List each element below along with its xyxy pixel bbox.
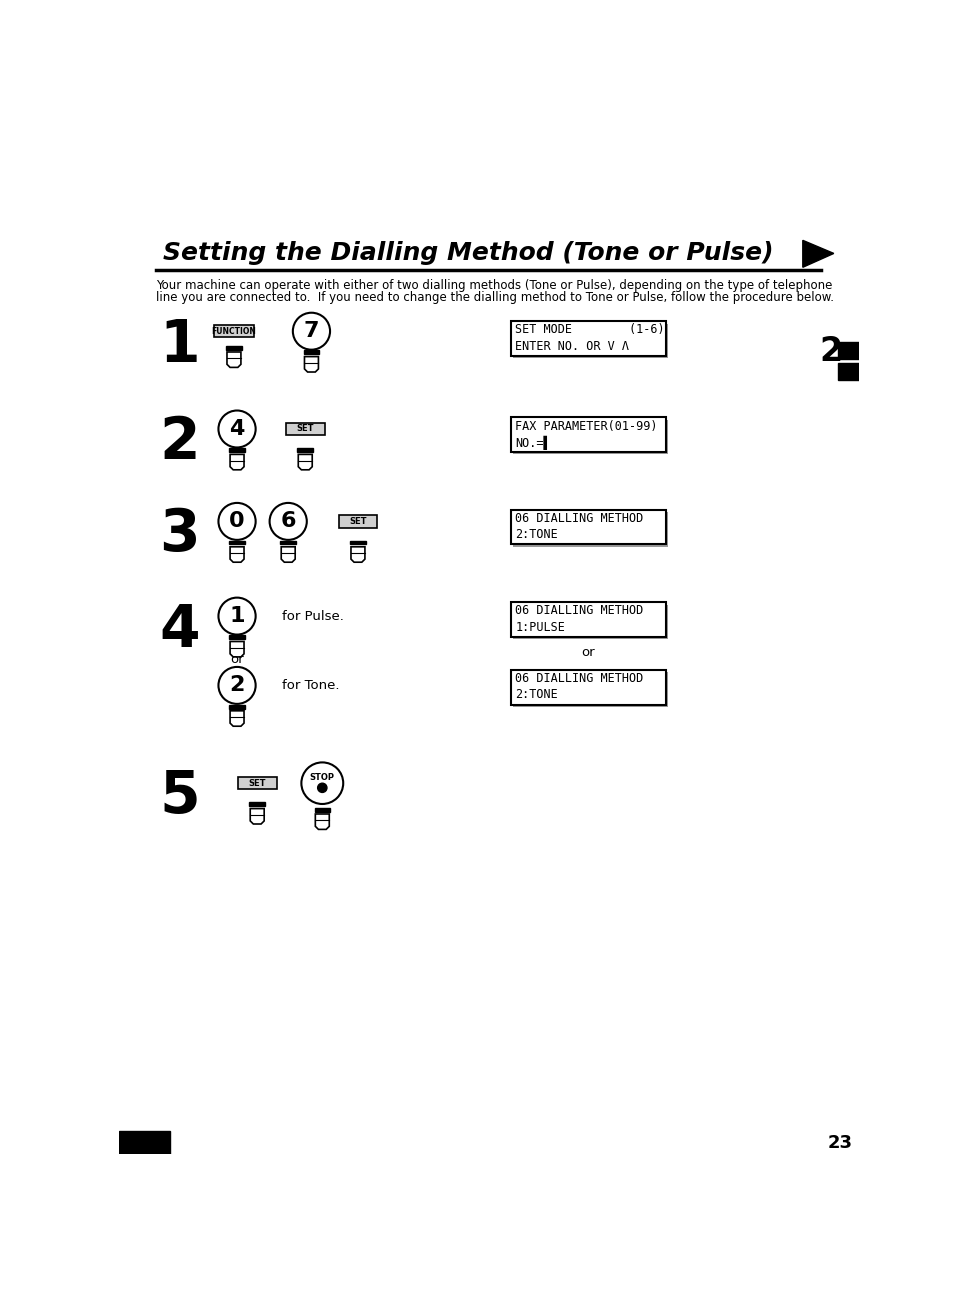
- Text: or: or: [230, 654, 244, 667]
- Bar: [229, 541, 245, 545]
- Text: 2:TONE: 2:TONE: [515, 528, 558, 541]
- Bar: [303, 350, 319, 354]
- Bar: [510, 671, 665, 704]
- Text: Setting the Dialling Method (Tone or Pulse): Setting the Dialling Method (Tone or Pul…: [163, 241, 773, 266]
- Text: SET: SET: [248, 778, 266, 787]
- Bar: [510, 322, 665, 355]
- Bar: [510, 602, 665, 637]
- Bar: [297, 449, 313, 453]
- Text: 0: 0: [229, 511, 245, 532]
- Text: 6: 6: [280, 511, 295, 532]
- Bar: [513, 604, 667, 639]
- Bar: [510, 510, 665, 545]
- Bar: [513, 420, 667, 454]
- Text: FUNCTION: FUNCTION: [212, 327, 256, 336]
- Bar: [213, 326, 253, 337]
- Bar: [338, 515, 377, 528]
- Bar: [510, 418, 665, 453]
- Text: 2:TONE: 2:TONE: [515, 689, 558, 702]
- Text: 2: 2: [159, 414, 200, 471]
- Text: NO.=▌: NO.=▌: [515, 436, 550, 450]
- Bar: [513, 512, 667, 547]
- Circle shape: [317, 783, 327, 792]
- Bar: [229, 704, 245, 708]
- Text: SET: SET: [349, 518, 366, 525]
- Bar: [314, 808, 330, 812]
- Text: for Pulse.: for Pulse.: [282, 610, 343, 623]
- Bar: [513, 672, 667, 707]
- Text: ENTER NO. OR V Λ: ENTER NO. OR V Λ: [515, 340, 629, 353]
- Bar: [237, 777, 276, 790]
- Text: FAX PARAMETER(01-99): FAX PARAMETER(01-99): [515, 420, 657, 433]
- Text: 2: 2: [229, 676, 245, 695]
- Text: 4: 4: [159, 602, 200, 659]
- Bar: [229, 636, 245, 639]
- Text: 06 DIALLING METHOD: 06 DIALLING METHOD: [515, 604, 643, 617]
- Text: 7: 7: [303, 322, 319, 341]
- Text: 2: 2: [819, 335, 841, 368]
- Text: SET: SET: [296, 424, 314, 433]
- Polygon shape: [802, 240, 833, 267]
- Bar: [119, 1131, 170, 1154]
- Text: 06 DIALLING METHOD: 06 DIALLING METHOD: [515, 512, 643, 525]
- Bar: [513, 323, 667, 358]
- Bar: [229, 449, 245, 453]
- Text: Your machine can operate with either of two dialling methods (Tone or Pulse), de: Your machine can operate with either of …: [155, 279, 831, 292]
- Bar: [249, 803, 265, 807]
- Bar: [837, 363, 858, 380]
- Text: 1: 1: [229, 606, 245, 626]
- Text: 4: 4: [229, 419, 245, 438]
- Bar: [837, 342, 858, 359]
- Text: for Tone.: for Tone.: [282, 678, 339, 691]
- Text: 1: 1: [159, 318, 200, 375]
- Bar: [286, 423, 324, 436]
- Bar: [226, 346, 241, 350]
- Text: 5: 5: [159, 768, 200, 825]
- Text: 3: 3: [159, 506, 200, 563]
- Text: 06 DIALLING METHOD: 06 DIALLING METHOD: [515, 672, 643, 685]
- Text: line you are connected to.  If you need to change the dialling method to Tone or: line you are connected to. If you need t…: [155, 291, 833, 305]
- Text: 23: 23: [826, 1134, 852, 1152]
- Bar: [350, 541, 365, 545]
- Text: SET MODE        (1-6): SET MODE (1-6): [515, 323, 664, 336]
- Text: 1:PULSE: 1:PULSE: [515, 621, 564, 634]
- Text: or: or: [580, 646, 595, 659]
- Bar: [280, 541, 295, 545]
- Text: STOP: STOP: [310, 773, 335, 782]
